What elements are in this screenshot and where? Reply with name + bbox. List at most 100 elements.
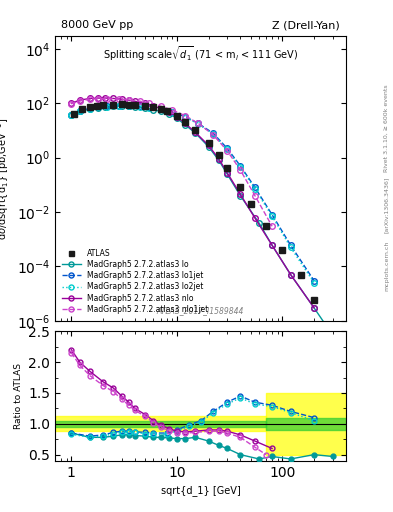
MadGraph5 2.7.2.atlas3 nlo [312, 305, 316, 311]
MadGraph5 2.7.2.atlas3 lo [127, 103, 131, 110]
MadGraph5 2.7.2.atlas3 lo1jet [211, 130, 215, 136]
MadGraph5 2.7.2.atlas3 nlo [217, 156, 221, 162]
MadGraph5 2.7.2.atlas3 lo1jet [288, 242, 293, 248]
MadGraph5 2.7.2.atlas3 lo2jet [77, 109, 82, 115]
MadGraph5 2.7.2.atlas3 nlo1jet [105, 96, 110, 102]
ATLAS [217, 153, 221, 159]
MadGraph5 2.7.2.atlas3 lo2jet [105, 104, 110, 110]
MadGraph5 2.7.2.atlas3 lo2jet [69, 112, 74, 118]
MadGraph5 2.7.2.atlas3 lo2jet [312, 280, 316, 286]
MadGraph5 2.7.2.atlas3 lo [151, 106, 156, 113]
MadGraph5 2.7.2.atlas3 nlo1jet [196, 120, 201, 126]
MadGraph5 2.7.2.atlas3 nlo1jet [77, 98, 82, 104]
ATLAS [132, 102, 137, 108]
ATLAS [206, 140, 211, 146]
MadGraph5 2.7.2.atlas3 nlo1jet [211, 132, 215, 138]
MadGraph5 2.7.2.atlas3 nlo [132, 98, 137, 104]
MadGraph5 2.7.2.atlas3 nlo [96, 95, 101, 101]
Y-axis label: d$\sigma$/dsqrt{d$_1$} [pb,GeV$^{-1}$]: d$\sigma$/dsqrt{d$_1$} [pb,GeV$^{-1}$] [0, 117, 11, 240]
MadGraph5 2.7.2.atlas3 lo [132, 104, 137, 110]
MadGraph5 2.7.2.atlas3 lo [143, 105, 147, 111]
MadGraph5 2.7.2.atlas3 lo [103, 104, 108, 110]
MadGraph5 2.7.2.atlas3 lo [77, 109, 82, 115]
MadGraph5 2.7.2.atlas3 lo2jet [138, 103, 143, 110]
MadGraph5 2.7.2.atlas3 lo [225, 171, 230, 177]
MadGraph5 2.7.2.atlas3 lo1jet [253, 184, 257, 190]
MadGraph5 2.7.2.atlas3 nlo [253, 215, 257, 221]
Text: Rivet 3.1.10, ≥ 600k events: Rivet 3.1.10, ≥ 600k events [384, 84, 389, 172]
MadGraph5 2.7.2.atlas3 nlo [77, 97, 82, 103]
MadGraph5 2.7.2.atlas3 lo1jet [116, 103, 121, 109]
MadGraph5 2.7.2.atlas3 lo2jet [238, 164, 243, 170]
ATLAS [248, 201, 253, 207]
MadGraph5 2.7.2.atlas3 lo1jet [183, 114, 187, 120]
MadGraph5 2.7.2.atlas3 lo1jet [225, 145, 230, 152]
ATLAS [71, 111, 76, 117]
MadGraph5 2.7.2.atlas3 lo2jet [170, 109, 174, 115]
ATLAS [299, 271, 303, 278]
MadGraph5 2.7.2.atlas3 lo [238, 193, 243, 199]
MadGraph5 2.7.2.atlas3 nlo [88, 95, 92, 101]
MadGraph5 2.7.2.atlas3 nlo [270, 242, 274, 248]
MadGraph5 2.7.2.atlas3 nlo [193, 130, 198, 136]
MadGraph5 2.7.2.atlas3 lo1jet [96, 104, 101, 110]
MadGraph5 2.7.2.atlas3 nlo [238, 191, 243, 197]
MadGraph5 2.7.2.atlas3 lo2jet [270, 213, 274, 219]
MadGraph5 2.7.2.atlas3 nlo [111, 95, 116, 101]
ATLAS [101, 102, 105, 108]
Y-axis label: Ratio to ATLAS: Ratio to ATLAS [14, 363, 23, 429]
ATLAS [95, 103, 99, 109]
MadGraph5 2.7.2.atlas3 nlo1jet [253, 193, 257, 199]
ATLAS [143, 103, 147, 109]
Line: ATLAS: ATLAS [71, 102, 317, 303]
MadGraph5 2.7.2.atlas3 lo [96, 105, 101, 111]
MadGraph5 2.7.2.atlas3 nlo [119, 96, 124, 102]
MadGraph5 2.7.2.atlas3 nlo1jet [183, 113, 187, 119]
Line: MadGraph5 2.7.2.atlas3 lo: MadGraph5 2.7.2.atlas3 lo [69, 103, 336, 338]
MadGraph5 2.7.2.atlas3 lo [119, 103, 124, 109]
ATLAS [119, 101, 124, 108]
MadGraph5 2.7.2.atlas3 lo1jet [238, 163, 243, 169]
Text: ATLAS_2017_I1589844: ATLAS_2017_I1589844 [157, 306, 244, 315]
MadGraph5 2.7.2.atlas3 lo2jet [183, 114, 187, 120]
MadGraph5 2.7.2.atlas3 lo1jet [312, 278, 316, 284]
ATLAS [312, 296, 316, 303]
MadGraph5 2.7.2.atlas3 nlo [288, 271, 293, 278]
MadGraph5 2.7.2.atlas3 nlo1jet [238, 167, 243, 173]
MadGraph5 2.7.2.atlas3 nlo1jet [127, 97, 131, 103]
MadGraph5 2.7.2.atlas3 lo1jet [105, 103, 110, 110]
Legend: ATLAS, MadGraph5 2.7.2.atlas3 lo, MadGraph5 2.7.2.atlas3 lo1jet, MadGraph5 2.7.2: ATLAS, MadGraph5 2.7.2.atlas3 lo, MadGra… [59, 245, 211, 317]
MadGraph5 2.7.2.atlas3 lo [206, 144, 211, 150]
MadGraph5 2.7.2.atlas3 lo [330, 332, 335, 338]
MadGraph5 2.7.2.atlas3 lo1jet [270, 211, 274, 218]
MadGraph5 2.7.2.atlas3 lo1jet [158, 106, 163, 112]
Text: [arXiv:1306.3436]: [arXiv:1306.3436] [384, 177, 389, 233]
MadGraph5 2.7.2.atlas3 lo [312, 305, 316, 311]
MadGraph5 2.7.2.atlas3 lo [257, 220, 261, 226]
MadGraph5 2.7.2.atlas3 lo [88, 106, 92, 112]
Text: mcplots.cern.ch: mcplots.cern.ch [384, 241, 389, 291]
MadGraph5 2.7.2.atlas3 nlo1jet [270, 223, 274, 229]
MadGraph5 2.7.2.atlas3 lo1jet [170, 109, 174, 115]
MadGraph5 2.7.2.atlas3 nlo [151, 103, 156, 109]
MadGraph5 2.7.2.atlas3 lo2jet [225, 146, 230, 153]
MadGraph5 2.7.2.atlas3 lo [158, 109, 163, 115]
MadGraph5 2.7.2.atlas3 nlo1jet [158, 103, 163, 109]
Line: MadGraph5 2.7.2.atlas3 lo1jet: MadGraph5 2.7.2.atlas3 lo1jet [69, 103, 317, 284]
MadGraph5 2.7.2.atlas3 lo1jet [147, 104, 152, 111]
MadGraph5 2.7.2.atlas3 lo1jet [88, 105, 92, 112]
MadGraph5 2.7.2.atlas3 lo [174, 115, 179, 121]
MadGraph5 2.7.2.atlas3 lo2jet [127, 103, 131, 109]
MadGraph5 2.7.2.atlas3 nlo1jet [69, 101, 74, 107]
ATLAS [79, 106, 84, 112]
ATLAS [174, 113, 179, 119]
MadGraph5 2.7.2.atlas3 lo [270, 242, 274, 248]
Line: MadGraph5 2.7.2.atlas3 nlo1jet: MadGraph5 2.7.2.atlas3 nlo1jet [69, 96, 275, 229]
MadGraph5 2.7.2.atlas3 lo2jet [211, 131, 215, 137]
MadGraph5 2.7.2.atlas3 lo [111, 103, 116, 110]
ATLAS [193, 127, 198, 134]
MadGraph5 2.7.2.atlas3 nlo [206, 142, 211, 148]
MadGraph5 2.7.2.atlas3 nlo1jet [147, 100, 152, 106]
MadGraph5 2.7.2.atlas3 lo [288, 271, 293, 278]
MadGraph5 2.7.2.atlas3 lo [217, 157, 221, 163]
